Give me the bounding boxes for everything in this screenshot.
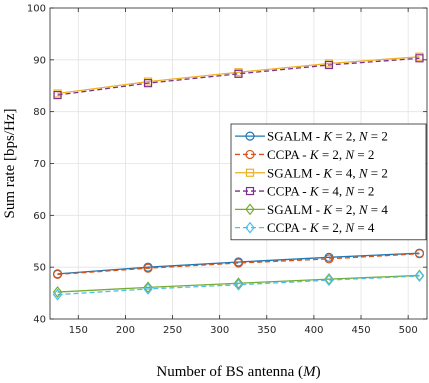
legend-marker-6: [245, 221, 255, 234]
series-lines: [57, 56, 420, 296]
x-axis-title: Number of BS antenna (M): [156, 364, 320, 380]
series-6-point: [324, 274, 334, 287]
series-markers: [52, 52, 425, 301]
x-tick-label: 150: [69, 325, 88, 336]
x-tick-label: 200: [116, 325, 135, 336]
legend-marker-4: [245, 186, 255, 196]
series-4-point: [415, 54, 424, 63]
series-5-point: [143, 281, 153, 294]
x-tick-label: 250: [163, 325, 182, 336]
x-tick-label: 350: [257, 325, 276, 336]
y-axis-title: Sum rate [bps/Hz]: [2, 109, 18, 219]
x-tick-label: 400: [304, 325, 323, 336]
series-6-point: [414, 270, 425, 282]
series-4-point: [234, 69, 243, 78]
series-2-point: [52, 269, 63, 280]
series-4-point: [53, 90, 62, 100]
legend-box: [230, 123, 427, 241]
x-tick-label: 300: [210, 325, 229, 336]
legend-label-2: CCPA - K = 2, N = 2: [267, 147, 374, 162]
legend-marker-3: [245, 168, 255, 177]
series-5-point: [324, 273, 334, 286]
y-tick-label: 100: [27, 4, 46, 15]
y-tick-label: 50: [33, 263, 46, 274]
series-4-point: [143, 79, 153, 88]
axis-ticks: 150 200 250 300 350 400 450 500 40 50 60 70 80 90 100: [27, 4, 427, 336]
series-5-point: [233, 277, 244, 290]
series-6-point: [233, 278, 244, 291]
legend-label-3: SGALM - K = 4, N = 2: [267, 165, 388, 180]
legend-marker-2: [245, 149, 255, 160]
series-6-point: [52, 288, 63, 301]
y-tick-label: 90: [33, 55, 46, 66]
series-line-6: [57, 275, 420, 296]
series-line-5: [57, 274, 420, 293]
series-2-point: [324, 254, 334, 264]
y-tick-label: 70: [33, 159, 46, 170]
series-2-point: [414, 249, 425, 259]
legend-label-5: SGALM - K = 2, N = 4: [267, 202, 388, 217]
legend-marker-1: [245, 131, 255, 141]
series-line-2: [57, 253, 420, 276]
series-line-3: [57, 56, 420, 95]
legend-label-6: CCPA - K = 2, N = 4: [267, 220, 375, 235]
x-tick-label: 500: [399, 325, 418, 336]
series-line-1: [57, 252, 420, 275]
y-tick-label: 60: [33, 211, 46, 222]
legend-label-1: SGALM - K = 2, N = 2: [267, 129, 388, 144]
legend-marker-5: [245, 203, 255, 216]
legend: SGALM - K = 2, N = 2 CCPA - K = 2, N = 2 S…: [230, 123, 427, 241]
series-line-4: [57, 57, 420, 96]
y-tick-label: 40: [33, 315, 46, 326]
x-tick-label: 450: [351, 325, 370, 336]
series-6-point: [143, 282, 153, 295]
legend-label-4: CCPA - K = 4, N = 2: [267, 184, 374, 199]
series-2-point: [233, 258, 244, 268]
series-5-point: [52, 286, 63, 299]
series-4-point: [324, 60, 334, 70]
y-tick-label: 80: [33, 107, 46, 118]
series-2-point: [143, 263, 153, 273]
